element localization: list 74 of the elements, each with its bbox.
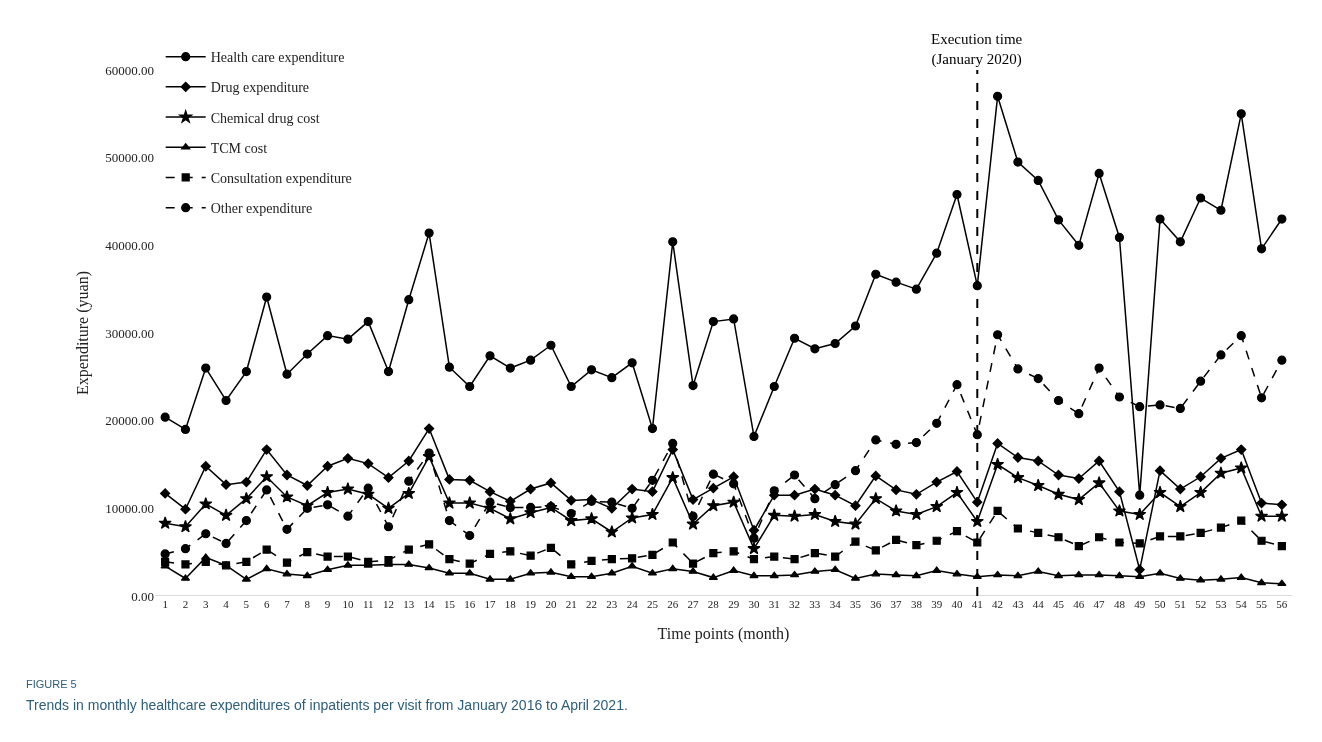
x-tick-label: 54 xyxy=(1235,598,1248,610)
x-tick-label: 13 xyxy=(403,598,415,610)
y-tick-label: 60000.00 xyxy=(105,62,154,78)
x-tick-label: 37 xyxy=(890,598,903,610)
x-tick-label: 8 xyxy=(304,598,311,610)
x-tick-label: 29 xyxy=(728,598,740,610)
caption: FIGURE 5 xyxy=(26,678,77,690)
x-tick-label: 17 xyxy=(484,598,497,610)
x-tick-label: 50 xyxy=(1154,598,1167,610)
x-tick-label: 47 xyxy=(1093,598,1106,610)
ref-line-label: Execution time (January 2020) xyxy=(931,31,1023,68)
x-tick-label: 55 xyxy=(1256,598,1268,610)
x-tick-label: 5 xyxy=(243,598,250,610)
x-tick-label: 33 xyxy=(809,598,821,610)
x-tick-label: 49 xyxy=(1134,598,1146,610)
x-tick-label: 34 xyxy=(829,598,842,610)
x-tick-label: 20 xyxy=(545,598,557,610)
x-tick-label: 11 xyxy=(362,598,374,610)
legend-label: Chemical drug cost xyxy=(210,110,320,126)
legend-label: Health care expenditure xyxy=(210,50,345,66)
x-tick-label: 25 xyxy=(646,598,659,610)
x-tick-label: 27 xyxy=(687,598,700,610)
x-tick-label: 15 xyxy=(443,598,456,610)
x-tick-label: 46 xyxy=(1073,598,1085,610)
x-tick-label: 43 xyxy=(1012,598,1024,610)
x-tick-label: 30 xyxy=(748,598,760,610)
x-tick-label: 26 xyxy=(667,598,679,610)
legend-label: Other expenditure xyxy=(210,201,313,217)
x-tick-label: 38 xyxy=(910,598,923,610)
x-axis-title: Time points (month) xyxy=(657,624,790,643)
x-tick-label: 56 xyxy=(1276,598,1288,610)
y-tick-label: 40000.00 xyxy=(105,237,154,253)
x-tick-label: 28 xyxy=(707,598,720,610)
x-tick-label: 3 xyxy=(203,598,210,610)
x-tick-label: 21 xyxy=(565,598,577,610)
y-tick-label: 50000.00 xyxy=(105,150,154,166)
x-tick-label: 42 xyxy=(992,598,1004,610)
x-tick-label: 53 xyxy=(1215,598,1227,610)
x-tick-label: 9 xyxy=(324,598,331,610)
x-tick-label: 31 xyxy=(768,598,780,610)
x-tick-label: 32 xyxy=(789,598,801,610)
x-tick-label: 51 xyxy=(1174,598,1186,610)
x-tick-label: 7 xyxy=(284,598,291,610)
x-tick-label: 1 xyxy=(162,598,168,610)
x-tick-label: 6 xyxy=(263,598,270,610)
x-tick-label: 10 xyxy=(342,598,354,610)
y-tick-label: 20000.00 xyxy=(105,413,154,429)
x-tick-label: 4 xyxy=(223,598,230,610)
legend-label: TCM cost xyxy=(210,140,268,156)
x-tick-label: 36 xyxy=(870,598,882,610)
x-tick-label: 45 xyxy=(1053,598,1065,610)
y-tick-label: 10000.00 xyxy=(105,500,154,516)
x-tick-label: 44 xyxy=(1032,598,1045,610)
x-tick-label: 41 xyxy=(971,598,983,610)
x-tick-label: 12 xyxy=(382,598,394,610)
x-tick-label: 19 xyxy=(525,598,537,610)
x-tick-label: 40 xyxy=(951,598,963,610)
x-tick-label: 24 xyxy=(626,598,639,610)
y-axis-title: Expenditure (yuan) xyxy=(74,271,93,395)
x-tick-label: 22 xyxy=(586,598,598,610)
legend-label: Consultation expenditure xyxy=(210,170,352,186)
x-tick-label: 23 xyxy=(606,598,618,610)
x-tick-label: 2 xyxy=(182,598,189,610)
x-tick-label: 35 xyxy=(849,598,862,610)
x-tick-label: 48 xyxy=(1113,598,1126,610)
x-tick-label: 14 xyxy=(423,598,436,610)
x-tick-label: 18 xyxy=(504,598,517,610)
legend-label: Drug expenditure xyxy=(210,80,310,96)
x-tick-label: 39 xyxy=(931,598,943,610)
x-tick-label: 52 xyxy=(1195,598,1207,610)
y-tick-label: 0.00 xyxy=(131,588,154,604)
text: Trends in monthly healthcare expenditures of inpatients per visit from January 2016 to April 2021. xyxy=(26,697,628,713)
x-tick-label: 16 xyxy=(464,598,476,610)
y-tick-label: 30000.00 xyxy=(105,325,154,341)
